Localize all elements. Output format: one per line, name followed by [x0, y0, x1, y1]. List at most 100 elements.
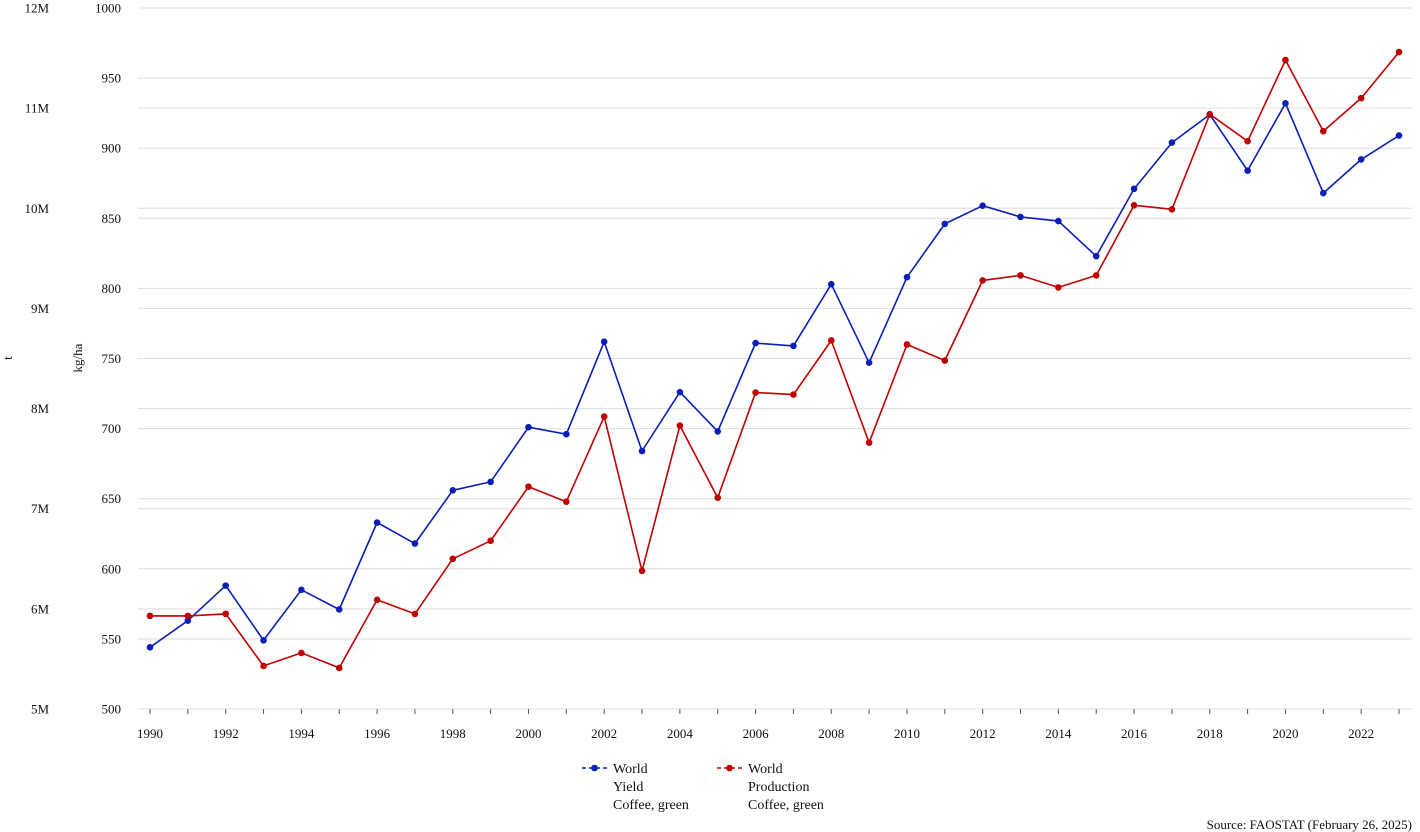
data-point-yield[interactable] [184, 617, 192, 624]
data-point-production[interactable] [1168, 205, 1176, 213]
y-tick-label-kgha: 500 [102, 702, 122, 717]
data-point-production[interactable] [563, 498, 570, 506]
data-point-yield[interactable] [903, 273, 911, 281]
data-point-production[interactable] [676, 422, 684, 429]
data-point-production[interactable] [714, 494, 722, 501]
data-point-yield[interactable] [298, 586, 305, 594]
data-point-yield[interactable] [865, 359, 873, 367]
data-point-yield[interactable] [260, 637, 267, 644]
data-point-yield[interactable] [714, 428, 722, 435]
x-tick-label: 2002 [591, 726, 617, 741]
data-point-yield[interactable] [790, 342, 797, 350]
data-point-production[interactable] [1206, 110, 1214, 118]
axis-layer: 1000 950 900 850 800 750 700 650 600 550 500 12M 11M… [0, 1, 1400, 741]
legend-label-yield: Coffee, green [613, 798, 689, 813]
data-point-production[interactable] [449, 555, 457, 563]
data-point-yield[interactable] [979, 202, 986, 209]
data-point-production[interactable] [1282, 56, 1289, 64]
data-point-production[interactable] [146, 612, 154, 620]
legend-marker-production [726, 764, 733, 772]
series-layer [146, 48, 1403, 672]
data-point-production[interactable] [1320, 127, 1327, 135]
data-point-yield[interactable] [752, 339, 759, 347]
y-tick-label-kgha: 950 [102, 71, 122, 86]
y-tick-label-kgha: 1000 [95, 1, 121, 16]
data-point-production[interactable] [411, 610, 419, 618]
data-point-production[interactable] [979, 277, 986, 284]
data-point-production[interactable] [1055, 284, 1062, 291]
y-tick-label-kgha: 850 [102, 211, 122, 226]
data-point-yield[interactable] [1168, 139, 1176, 146]
data-point-yield[interactable] [335, 606, 343, 613]
data-point-yield[interactable] [222, 582, 229, 589]
data-point-production[interactable] [865, 439, 873, 446]
data-point-yield[interactable] [1395, 132, 1403, 139]
y-tick-label-kgha: 550 [102, 631, 122, 646]
data-point-yield[interactable] [676, 388, 684, 396]
y-tick-label-t: 5M [31, 702, 50, 717]
x-tick-label: 2000 [515, 726, 541, 741]
data-point-production[interactable] [373, 596, 381, 604]
x-tick-label: 2014 [1045, 726, 1072, 741]
data-point-production[interactable] [298, 649, 305, 657]
source-note: Source: FAOSTAT (February 26, 2025) [1207, 817, 1412, 832]
data-point-yield[interactable] [146, 644, 154, 651]
data-point-production[interactable] [335, 664, 343, 672]
data-point-production[interactable] [1357, 94, 1365, 102]
data-point-production[interactable] [752, 389, 759, 396]
x-tick-label: 1990 [137, 726, 163, 741]
data-point-production[interactable] [184, 612, 192, 620]
data-point-yield[interactable] [941, 220, 949, 228]
data-point-production[interactable] [525, 483, 532, 490]
y-tick-label-kgha: 750 [102, 351, 122, 366]
data-point-yield[interactable] [1282, 100, 1289, 107]
data-point-yield[interactable] [638, 447, 646, 455]
data-point-yield[interactable] [1320, 189, 1327, 197]
x-tick-label: 1992 [213, 726, 239, 741]
data-point-yield[interactable] [411, 540, 419, 547]
y-tick-label-t: 9M [31, 301, 50, 316]
data-point-production[interactable] [260, 662, 267, 670]
legend-item-yield[interactable]: World Yield Coffee, green [582, 762, 689, 813]
data-point-yield[interactable] [1357, 156, 1365, 163]
data-point-production[interactable] [827, 337, 835, 344]
legend[interactable]: World Yield Coffee, green World Production Co… [582, 762, 824, 813]
data-point-yield[interactable] [1017, 213, 1024, 221]
y-tick-label-kgha: 700 [102, 421, 122, 436]
data-point-production[interactable] [1017, 272, 1024, 279]
data-point-production[interactable] [790, 391, 797, 398]
data-point-production[interactable] [600, 413, 608, 420]
y-tick-label-t: 6M [31, 601, 50, 616]
data-point-yield[interactable] [449, 486, 457, 494]
data-point-production[interactable] [1130, 201, 1138, 209]
data-point-yield[interactable] [563, 430, 570, 438]
legend-item-production[interactable]: World Production Coffee, green [717, 762, 824, 813]
data-point-production[interactable] [941, 357, 949, 364]
data-point-production[interactable] [903, 341, 911, 348]
data-point-yield[interactable] [1130, 185, 1138, 193]
x-tick-label: 2008 [818, 726, 844, 741]
data-point-production[interactable] [638, 567, 646, 575]
y-tick-label-t: 12M [24, 1, 49, 16]
data-point-production[interactable] [1395, 48, 1403, 56]
grid-layer [138, 7, 1412, 710]
y-axis-title-kgha: kg/ha [70, 343, 85, 372]
x-tick-label: 2016 [1121, 726, 1148, 741]
data-point-yield[interactable] [525, 423, 532, 431]
data-point-production[interactable] [1092, 272, 1100, 279]
x-tick-label: 1996 [364, 726, 391, 741]
data-point-yield[interactable] [827, 280, 835, 288]
data-point-yield[interactable] [1244, 167, 1251, 174]
data-point-production[interactable] [222, 610, 229, 618]
data-point-yield[interactable] [1092, 252, 1100, 260]
series-line-production [150, 51, 1400, 669]
y-tick-label-t: 11M [25, 101, 50, 116]
data-point-yield[interactable] [373, 519, 381, 526]
data-point-yield[interactable] [1055, 217, 1062, 225]
data-point-yield[interactable] [600, 338, 608, 345]
data-point-yield[interactable] [487, 478, 494, 486]
y-tick-label-kgha: 650 [102, 491, 122, 506]
data-point-production[interactable] [487, 537, 494, 545]
y-tick-label-kgha: 600 [102, 561, 122, 576]
data-point-production[interactable] [1244, 137, 1251, 145]
